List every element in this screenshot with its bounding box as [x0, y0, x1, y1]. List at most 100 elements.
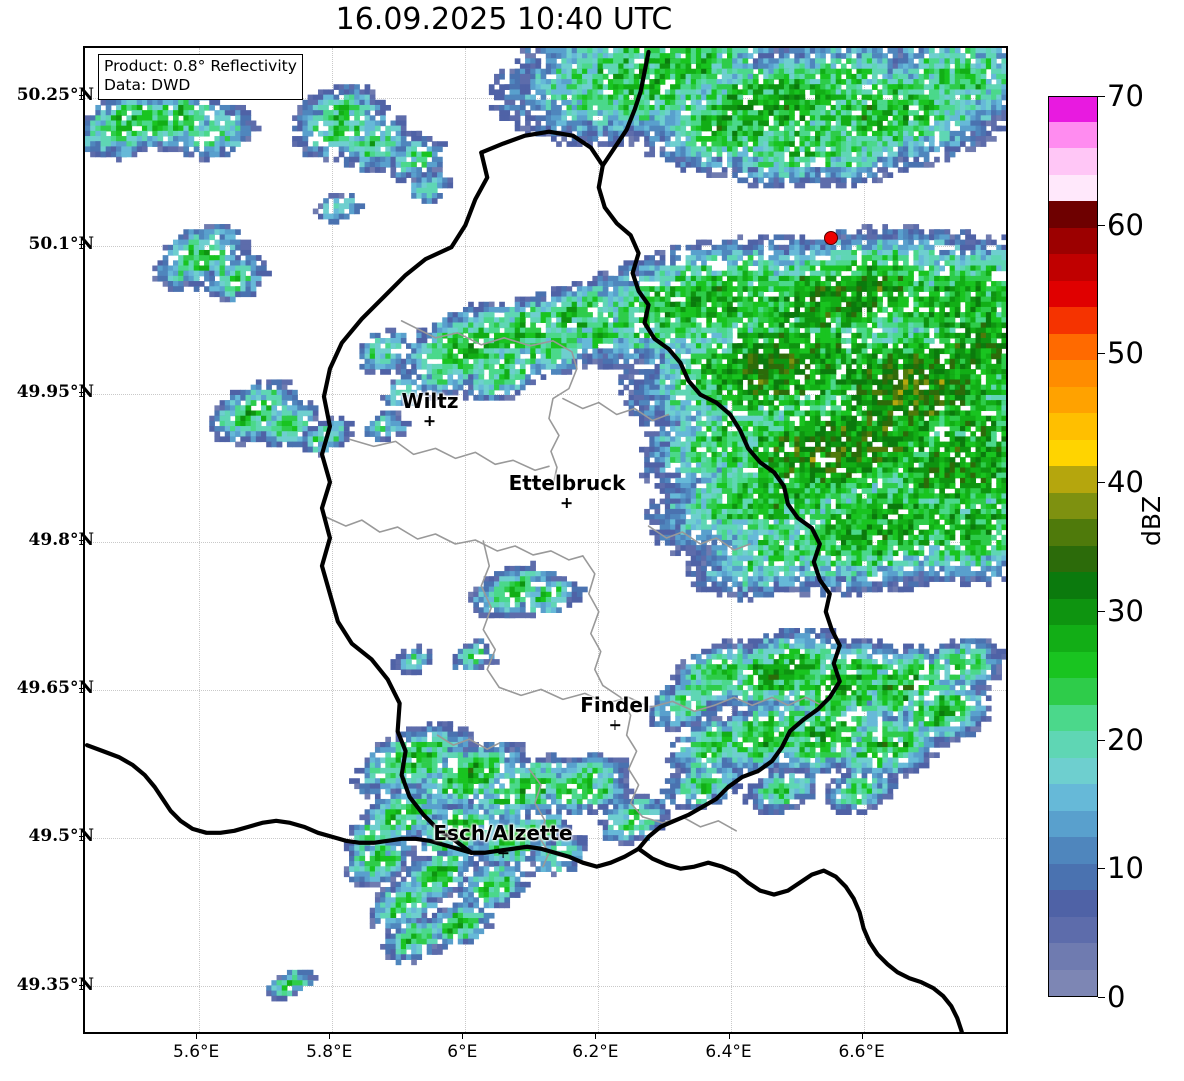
x-axis-tick-label: 6.4°E — [705, 1042, 752, 1062]
city-label-esch-alzette: Esch/Alzette — [433, 821, 572, 859]
colorbar-band — [1049, 756, 1097, 784]
colorbar-band — [1049, 385, 1097, 413]
colorbar-band — [1049, 597, 1097, 625]
product-line: Product: 0.8° Reflectivity — [104, 57, 297, 75]
admin-boundaries — [323, 320, 823, 868]
gridline-vertical — [332, 48, 334, 1032]
x-axis-tick-label: 5.6°E — [172, 1042, 220, 1062]
colorbar-band — [1049, 438, 1097, 466]
colorbar-band — [1049, 942, 1097, 970]
colorbar-band — [1049, 650, 1097, 678]
colorbar-band — [1049, 465, 1097, 493]
y-axis-tick-label: 49.95°N — [16, 381, 94, 402]
y-axis-tick-label: 49.35°N — [16, 974, 94, 995]
country-borders — [85, 49, 964, 1032]
y-axis-tick-label: 49.8°N — [28, 530, 94, 550]
colorbar-band — [1049, 703, 1097, 731]
gridline-horizontal — [85, 986, 1006, 988]
colorbar-tick-label: 20 — [1107, 722, 1144, 757]
colorbar-band — [1049, 97, 1097, 122]
colorbar-band — [1049, 147, 1097, 175]
y-axis-tick-mark — [79, 540, 83, 541]
city-name: Esch/Alzette — [433, 821, 573, 845]
colorbar-band — [1049, 306, 1097, 334]
x-axis-tick-label: 6.6°E — [838, 1042, 885, 1062]
y-axis-tick-mark — [79, 984, 83, 986]
gridline-horizontal — [85, 690, 1006, 692]
colorbar-band — [1049, 412, 1097, 440]
radar-plot-inner: Wiltz Ettelbruck Findel Esch/Alzette Pro… — [85, 48, 1006, 1032]
y-axis-tick-label: 49.5°N — [28, 826, 94, 847]
page-title: 16.09.2025 10:40 UTC — [335, 2, 673, 37]
gridline-horizontal — [85, 394, 1006, 396]
radar-plot-area[interactable]: Wiltz Ettelbruck Findel Esch/Alzette Pro… — [83, 46, 1008, 1034]
map-boundary-layer — [85, 49, 964, 1032]
colorbar-band — [1049, 544, 1097, 572]
colorbar-axis-label: dBZ — [1137, 495, 1166, 546]
colorbar-tick-label: 60 — [1107, 207, 1144, 242]
colorbar-tick-mark — [1098, 868, 1105, 870]
city-label-wiltz: Wiltz — [402, 389, 459, 427]
city-marker-icon — [497, 847, 509, 859]
data-source-line: Data: DWD — [104, 76, 191, 95]
radar-echo-layer — [85, 48, 1006, 1002]
product-info-box: Product: 0.8° Reflectivity Data: DWD — [98, 54, 303, 100]
colorbar-band — [1049, 279, 1097, 307]
gridline-horizontal — [85, 246, 1006, 248]
colorbar-tick-label: 0 — [1107, 980, 1126, 1014]
colorbar-tick-label: 30 — [1107, 593, 1144, 628]
radar-site-marker-icon — [824, 231, 838, 245]
colorbar-tick-mark — [1098, 224, 1105, 226]
city-name: Findel — [580, 693, 650, 717]
y-axis-tick-mark — [79, 836, 83, 838]
colorbar-tick-mark — [1098, 353, 1105, 355]
x-axis-tick-label: 6.2°E — [572, 1042, 619, 1062]
y-axis-tick-label: 50.25°N — [16, 85, 94, 106]
colorbar-tick-label: 10 — [1107, 851, 1144, 886]
x-axis-tick-label: 5.8°E — [306, 1042, 353, 1062]
gridline-vertical — [199, 48, 201, 1032]
x-axis-tick-mark — [861, 1034, 863, 1039]
colorbar-band — [1049, 359, 1097, 387]
colorbar-band — [1049, 730, 1097, 758]
city-marker-icon — [561, 497, 573, 509]
x-axis-tick-mark — [196, 1034, 198, 1039]
colorbar-band — [1049, 889, 1097, 917]
x-axis-tick-mark — [595, 1034, 597, 1039]
x-axis-tick-mark — [329, 1034, 331, 1039]
y-axis-tick-mark — [79, 391, 83, 393]
city-marker-icon — [424, 415, 436, 427]
gridline-vertical — [465, 48, 467, 1032]
y-axis-tick-mark — [79, 243, 83, 245]
colorbar-tick-mark — [1098, 997, 1105, 998]
colorbar-tick-mark — [1098, 96, 1105, 97]
x-axis-tick-mark — [462, 1034, 464, 1039]
colorbar-band — [1049, 253, 1097, 281]
colorbar-band — [1049, 809, 1097, 837]
colorbar-band — [1049, 571, 1097, 599]
colorbar-tick-mark — [1098, 739, 1105, 741]
colorbar-band — [1049, 915, 1097, 943]
colorbar-band — [1049, 862, 1097, 890]
y-axis-tick-label: 50.1°N — [28, 233, 94, 254]
colorbar-band — [1049, 783, 1097, 811]
city-marker-icon — [609, 719, 621, 731]
city-name: Wiltz — [401, 389, 459, 413]
y-axis-tick-mark — [79, 688, 83, 690]
colorbar-band — [1049, 491, 1097, 519]
colorbar-band — [1049, 120, 1097, 148]
colorbar-band — [1049, 173, 1097, 201]
colorbar-tick-mark — [1098, 482, 1105, 484]
colorbar[interactable] — [1048, 96, 1098, 997]
x-axis-tick-mark — [728, 1034, 730, 1039]
gridline-horizontal — [85, 542, 1006, 544]
colorbar-band — [1049, 332, 1097, 360]
y-axis-tick-mark — [79, 95, 83, 97]
colorbar-band — [1049, 200, 1097, 228]
colorbar-band — [1049, 518, 1097, 546]
city-label-ettelbruck: Ettelbruck — [509, 471, 626, 509]
gridline-vertical — [598, 48, 600, 1032]
y-axis-tick-label: 49.65°N — [16, 678, 94, 699]
city-name: Ettelbruck — [508, 471, 626, 495]
